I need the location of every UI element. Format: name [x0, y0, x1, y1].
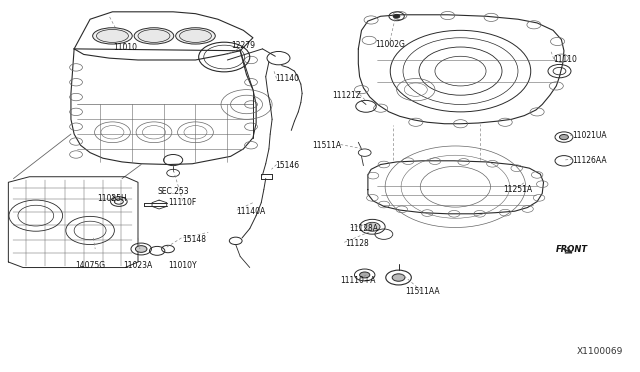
- Text: 11126AA: 11126AA: [572, 155, 607, 164]
- Text: 11128A: 11128A: [349, 224, 378, 233]
- Text: 11010: 11010: [113, 42, 137, 51]
- Circle shape: [360, 272, 370, 278]
- Text: 14075G: 14075G: [75, 261, 105, 270]
- Text: 11140: 11140: [275, 74, 300, 83]
- Text: 11002G: 11002G: [375, 40, 405, 49]
- Text: X1100069: X1100069: [577, 347, 623, 356]
- Circle shape: [365, 222, 380, 231]
- Circle shape: [392, 274, 405, 281]
- Text: 11121Z: 11121Z: [333, 91, 362, 100]
- Text: 12279: 12279: [232, 41, 255, 50]
- Text: 11128: 11128: [346, 239, 369, 248]
- Text: 11023A: 11023A: [124, 261, 152, 270]
- Ellipse shape: [175, 28, 215, 44]
- Text: 11010Y: 11010Y: [168, 261, 197, 270]
- Circle shape: [394, 15, 400, 18]
- Ellipse shape: [93, 28, 132, 44]
- Text: SEC.253: SEC.253: [157, 187, 189, 196]
- Ellipse shape: [134, 28, 173, 44]
- Circle shape: [559, 135, 568, 140]
- Text: 11511AA: 11511AA: [405, 287, 440, 296]
- Text: 11110F: 11110F: [168, 198, 197, 207]
- Text: 11110+A: 11110+A: [340, 276, 376, 285]
- Text: 11251A: 11251A: [504, 185, 532, 194]
- Circle shape: [136, 246, 147, 252]
- Text: 15148: 15148: [182, 235, 207, 244]
- Text: 11110: 11110: [553, 55, 577, 64]
- Ellipse shape: [179, 29, 211, 42]
- Ellipse shape: [97, 29, 129, 42]
- Ellipse shape: [138, 29, 170, 42]
- Text: 11511A: 11511A: [312, 141, 342, 150]
- Text: 11025H: 11025H: [97, 195, 127, 203]
- Text: FRONT: FRONT: [556, 244, 588, 253]
- Text: 15146: 15146: [275, 161, 300, 170]
- Text: 11140A: 11140A: [236, 208, 265, 217]
- Text: 11021UA: 11021UA: [572, 131, 607, 141]
